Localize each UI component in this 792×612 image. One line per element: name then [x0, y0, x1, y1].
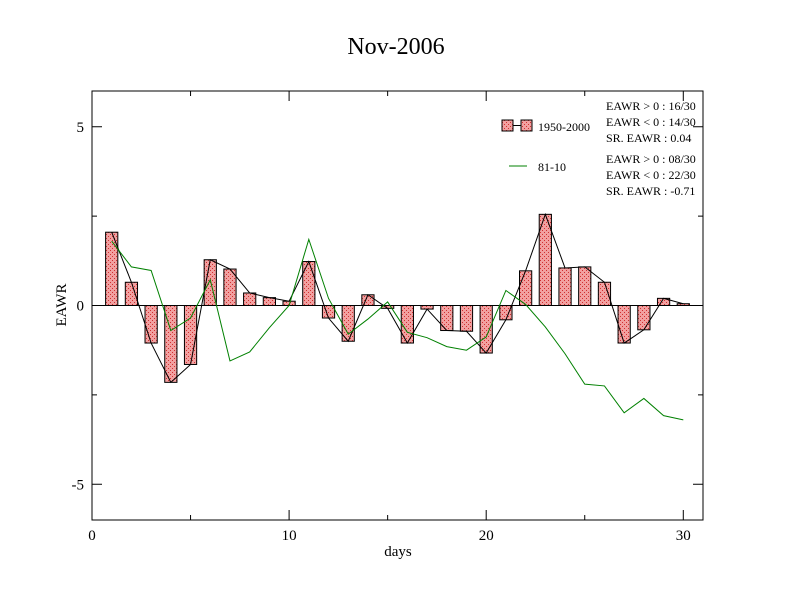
y-tick-label: -5	[72, 477, 85, 493]
line-series-81-10	[111, 237, 684, 421]
annotation-2-line-1: EAWR > 0 : 08/30	[606, 152, 696, 166]
annotation-1-line-2: EAWR < 0 : 14/30	[606, 115, 696, 129]
x-axis-label: days	[384, 544, 412, 560]
legend-bar-swatch-2	[520, 119, 533, 132]
x-tick-label: 0	[88, 528, 96, 544]
legend: 1950-2000 81-10	[501, 119, 590, 174]
bar-day-30	[676, 303, 690, 306]
annotation-1-line-1: EAWR > 0 : 16/30	[606, 99, 696, 113]
line-series	[111, 237, 684, 421]
annotation-2-line-3: SR. EAWR : -0.71	[606, 184, 695, 198]
bar-series	[105, 212, 690, 384]
y-tick-label: 5	[77, 120, 85, 136]
y-axis-label: EAWR	[54, 284, 70, 327]
x-tick-label: 20	[479, 528, 494, 544]
bar-day-19	[459, 305, 474, 332]
bar-day-5	[183, 305, 198, 365]
chart-title: Nov-2006	[347, 34, 444, 60]
legend-label-line: 81-10	[538, 160, 566, 174]
legend-bar-swatch-1	[501, 119, 514, 132]
annotation-2-line-2: EAWR < 0 : 22/30	[606, 168, 696, 182]
axis-ticks: 0 10 20 30 -5 0 5	[72, 91, 703, 544]
y-tick-label: 0	[77, 299, 85, 315]
bar-day-8	[243, 292, 257, 306]
annotation-block-2: EAWR > 0 : 08/30 EAWR < 0 : 22/30 SR. EA…	[606, 152, 696, 198]
bar-day-21	[499, 305, 513, 321]
bar-day-27	[617, 305, 631, 344]
bar-day-16	[400, 305, 414, 344]
bar-series-connector-line	[111, 212, 684, 384]
bar-day-22	[519, 270, 533, 307]
x-tick-label: 30	[676, 528, 691, 544]
annotation-block-1: EAWR > 0 : 16/30 EAWR < 0 : 14/30 SR. EA…	[606, 99, 696, 145]
x-tick-label: 10	[282, 528, 297, 544]
bar-day-28	[637, 305, 651, 331]
bar-day-3	[144, 305, 158, 344]
bar-day-12	[321, 305, 336, 319]
bar-day-24	[558, 267, 572, 306]
bar-day-25	[578, 266, 592, 307]
annotation-1-line-3: SR. EAWR : 0.04	[606, 131, 691, 145]
legend-label-bars: 1950-2000	[538, 120, 590, 134]
bar-day-11	[302, 261, 316, 306]
bar-day-18	[440, 305, 454, 332]
